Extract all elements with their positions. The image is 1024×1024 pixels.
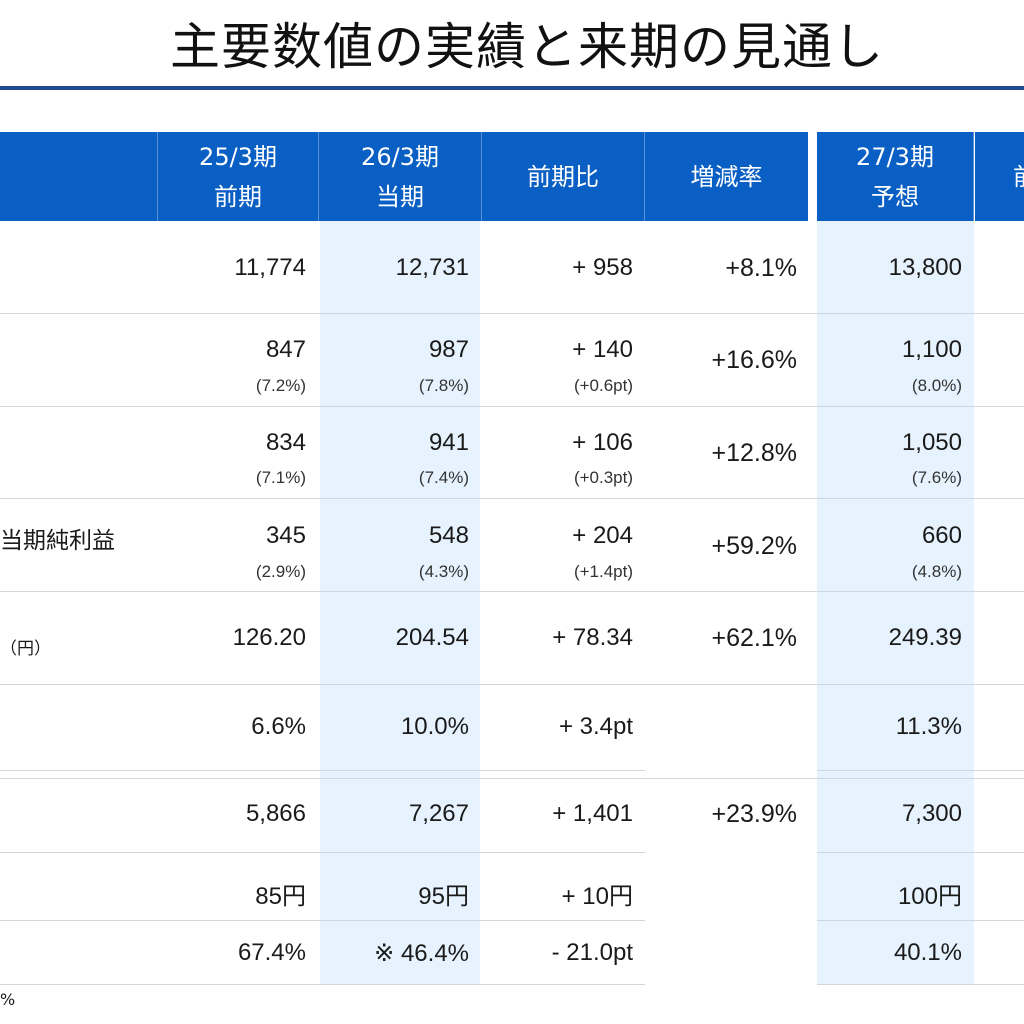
diff-value: + 78.34 — [552, 624, 633, 651]
curr-margin: (7.4%) — [418, 468, 469, 487]
prev-value: 85円 — [255, 883, 306, 910]
forecast-value: 11.3% — [895, 713, 962, 740]
title-underline — [0, 86, 1024, 90]
diff-value: + 106 — [572, 429, 633, 456]
prev-value: 67.4% — [237, 939, 306, 966]
row-divider — [817, 852, 1024, 853]
prev-value: 126.20 — [232, 624, 306, 651]
header-curr-label: 当期 — [376, 182, 424, 211]
diff-value: + 204 — [572, 522, 633, 549]
row-label-yen: （円） — [0, 639, 51, 659]
rate-value: +16.6% — [711, 346, 798, 374]
prev-value: 6.6% — [251, 713, 306, 740]
row-divider — [817, 770, 1024, 771]
header-curr-period: 26/3期 — [361, 142, 439, 171]
row-label-net-income: 当期純利益 — [0, 528, 115, 554]
forecast-highlight — [817, 221, 974, 984]
page-title: 主要数値の実績と来期の見通し — [170, 18, 884, 76]
curr-value: 204.54 — [395, 624, 469, 651]
curr-value: ※ 46.4% — [374, 940, 469, 967]
forecast-value: 1,050 — [901, 429, 962, 456]
footnote: % — [0, 990, 16, 1009]
diff-margin: (+1.4pt) — [573, 562, 633, 581]
rate-value: +59.2% — [711, 532, 798, 560]
diff-value: + 140 — [572, 336, 633, 363]
forecast-value: 13,800 — [888, 254, 962, 281]
forecast-value: 660 — [921, 522, 962, 549]
header-prev-period: 25/3期 — [199, 142, 277, 171]
prev-margin: (2.9%) — [255, 562, 306, 581]
header-fcst-period: 27/3期 — [856, 142, 934, 171]
row-divider — [817, 920, 1024, 921]
curr-value: 548 — [428, 522, 469, 549]
header-blank — [0, 132, 158, 221]
current-period-highlight — [320, 221, 480, 984]
row-divider — [0, 770, 645, 771]
prev-margin: (7.2%) — [255, 376, 306, 395]
diff-value: + 10円 — [561, 883, 633, 910]
diff-value: + 958 — [572, 254, 633, 281]
forecast-value: 100円 — [897, 883, 962, 910]
forecast-value: 7,300 — [901, 800, 962, 827]
prev-value: 847 — [265, 336, 306, 363]
diff-margin: (+0.3pt) — [573, 468, 633, 487]
curr-value: 10.0% — [400, 713, 469, 740]
diff-value: + 3.4pt — [558, 713, 633, 740]
curr-margin: (4.3%) — [418, 562, 469, 581]
forecast-value: 1,100 — [901, 336, 962, 363]
row-divider — [0, 920, 645, 921]
forecast-margin: (7.6%) — [911, 468, 962, 487]
header-curr: 26/3期 当期 — [319, 132, 482, 221]
header-cut-label: 前 — [1013, 157, 1024, 197]
row-divider — [0, 406, 1024, 407]
curr-value: 12,731 — [395, 254, 469, 281]
header-cut: 前 — [975, 132, 1024, 221]
prev-margin: (7.1%) — [255, 468, 306, 487]
forecast-value: 249.39 — [888, 624, 962, 651]
row-divider — [0, 984, 645, 985]
row-divider — [0, 313, 1024, 314]
header-diff: 前期比 — [482, 132, 645, 221]
header-prev: 25/3期 前期 — [158, 132, 319, 221]
header-rate: 増減率 — [645, 132, 808, 221]
curr-value: 987 — [428, 336, 469, 363]
curr-value: 941 — [428, 429, 469, 456]
rate-value: +23.9% — [711, 800, 798, 828]
prev-value: 11,774 — [234, 254, 306, 281]
forecast-margin: (4.8%) — [911, 562, 962, 581]
row-divider — [0, 778, 1024, 779]
diff-value: + 1,401 — [552, 800, 633, 827]
forecast-value: 40.1% — [893, 939, 962, 966]
row-divider — [0, 684, 1024, 685]
prev-value: 5,866 — [245, 800, 306, 827]
header-rate-label: 増減率 — [690, 162, 763, 191]
rate-value: +62.1% — [711, 624, 798, 652]
row-divider — [0, 591, 1024, 592]
rate-value: +12.8% — [711, 439, 798, 467]
prev-value: 345 — [265, 522, 306, 549]
header-prev-label: 前期 — [214, 182, 262, 211]
row-divider — [817, 984, 1024, 985]
diff-margin: (+0.6pt) — [573, 376, 633, 395]
row-divider — [0, 498, 1024, 499]
curr-value: 7,267 — [408, 800, 469, 827]
diff-value: - 21.0pt — [551, 939, 633, 966]
header-diff-label: 前期比 — [527, 162, 599, 191]
forecast-margin: (8.0%) — [911, 376, 962, 395]
header-fcst: 27/3期 予想 — [817, 132, 974, 221]
curr-value: 95円 — [418, 883, 469, 910]
curr-margin: (7.8%) — [418, 376, 469, 395]
rate-value: +8.1% — [725, 254, 797, 282]
header-fcst-label: 予想 — [871, 182, 919, 211]
row-divider — [0, 852, 645, 853]
prev-value: 834 — [265, 429, 306, 456]
